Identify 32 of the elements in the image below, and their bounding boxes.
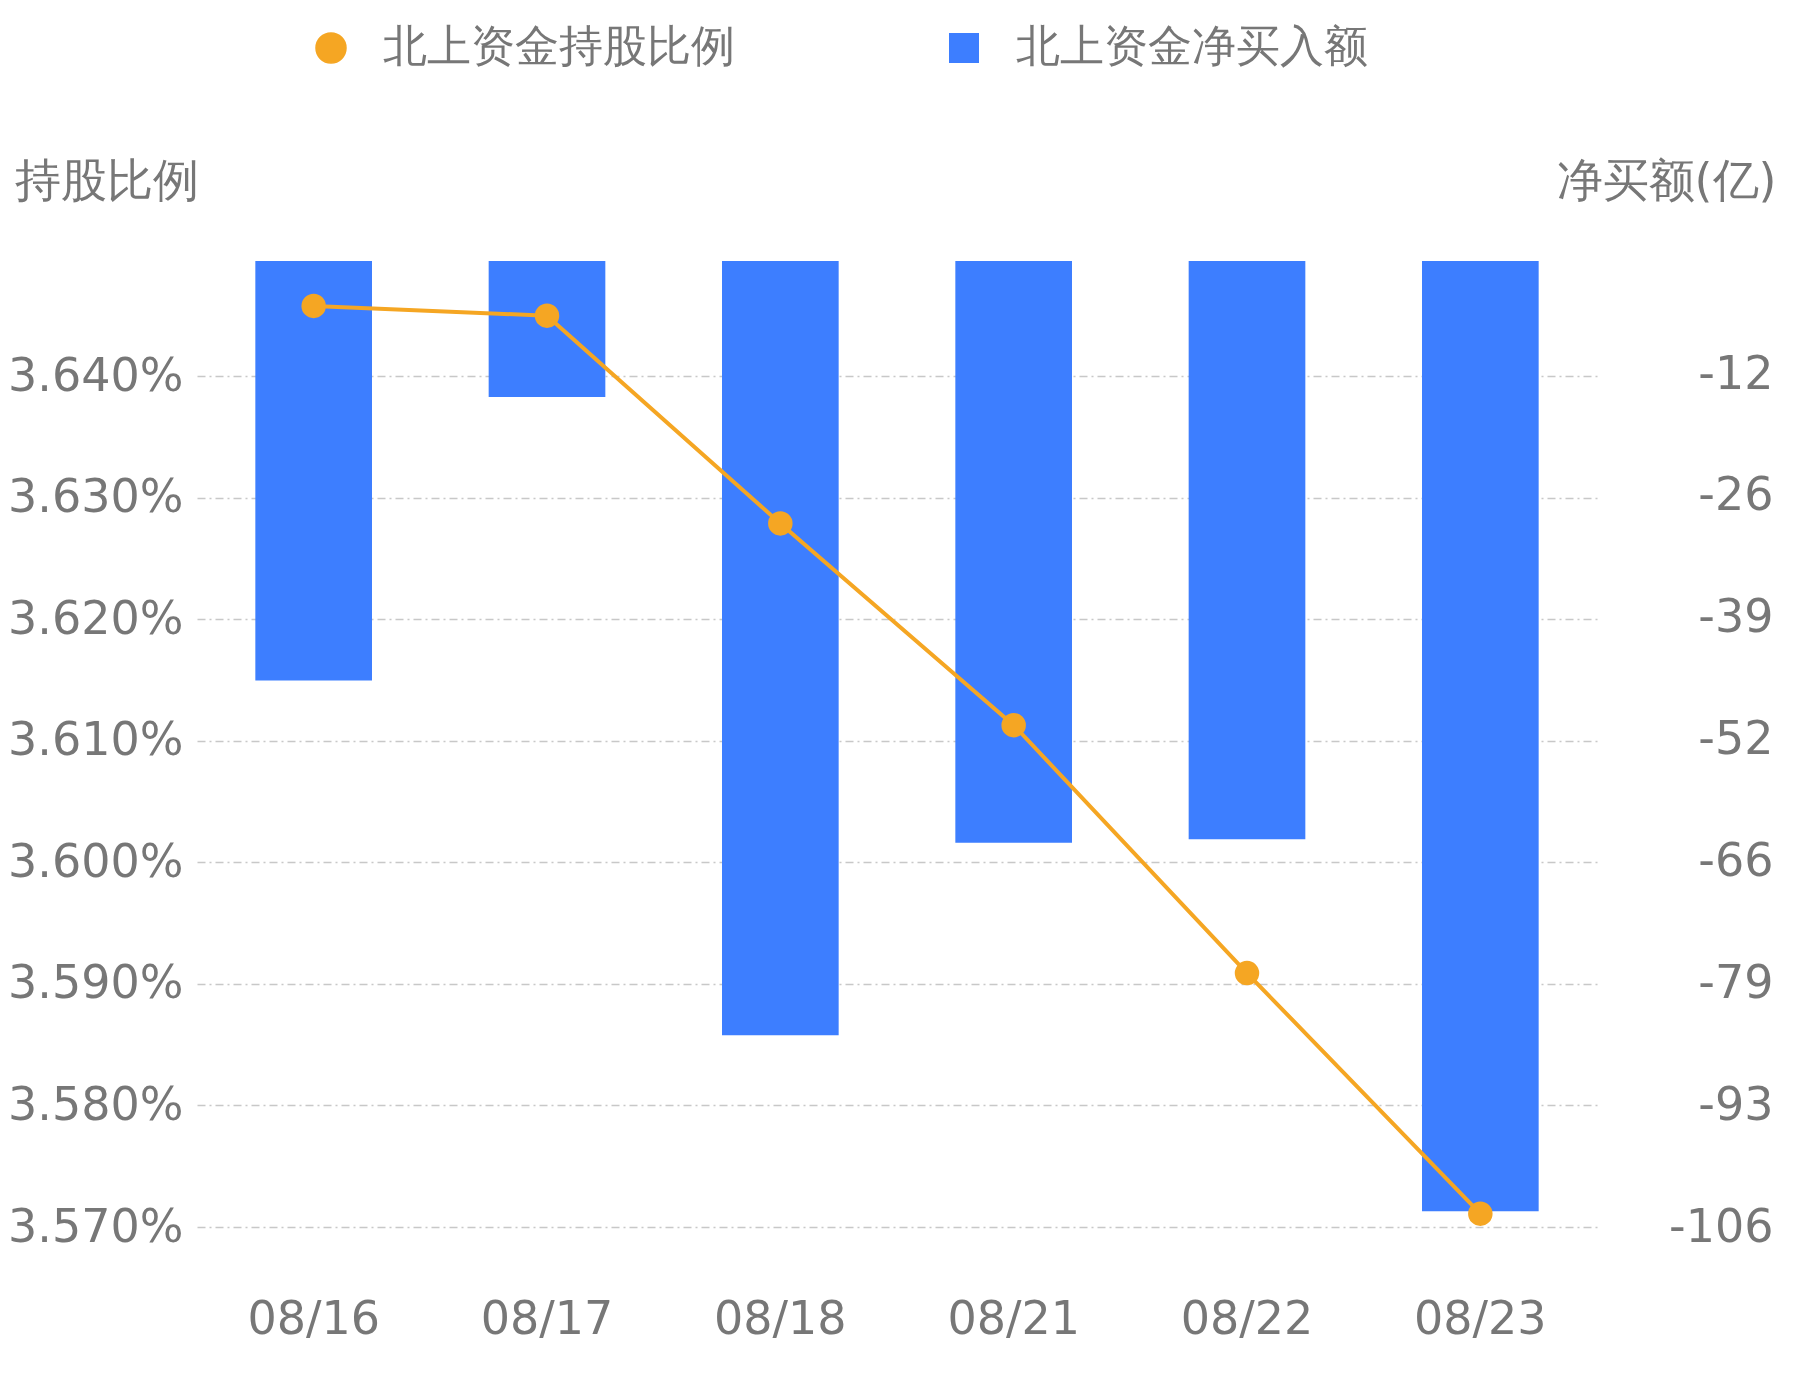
legend-label: 北上资金净买入额 bbox=[1016, 20, 1368, 71]
point bbox=[534, 303, 560, 328]
y-tick-label: 3.610% bbox=[8, 712, 184, 767]
y2-tick-label: -52 bbox=[1698, 711, 1774, 766]
point bbox=[1468, 1201, 1493, 1226]
y2-tick-label: -66 bbox=[1698, 832, 1774, 887]
y2-tick-label: -39 bbox=[1698, 589, 1774, 644]
x-tick-label: 08/17 bbox=[480, 1290, 614, 1345]
point bbox=[768, 511, 793, 536]
x-tick-label: 08/16 bbox=[247, 1290, 380, 1345]
y2-tick-label: -93 bbox=[1698, 1076, 1774, 1131]
y-axis-title: 持股比例 bbox=[14, 152, 199, 207]
y-tick-label: 3.600% bbox=[8, 833, 184, 888]
y-tick-label: 3.640% bbox=[8, 347, 184, 402]
legend-label: 北上资金持股比例 bbox=[383, 20, 735, 71]
x-tick-label: 08/18 bbox=[714, 1290, 847, 1345]
y2-tick-label: -12 bbox=[1698, 345, 1774, 400]
y-tick-label: 3.630% bbox=[8, 469, 184, 524]
y2-tick-label: -26 bbox=[1698, 467, 1774, 522]
x-tick-label: 08/23 bbox=[1414, 1290, 1547, 1345]
y2-tick-label: -106 bbox=[1669, 1198, 1774, 1253]
point bbox=[1234, 960, 1260, 986]
x-tick-label: 08/22 bbox=[1180, 1290, 1314, 1345]
point bbox=[301, 293, 326, 319]
y2-axis-title: 净买额(亿) bbox=[1556, 152, 1777, 207]
point bbox=[1001, 712, 1026, 738]
y2-tick-label: -79 bbox=[1698, 954, 1774, 1009]
y-tick-label: 3.580% bbox=[8, 1076, 184, 1131]
y-tick-label: 3.620% bbox=[8, 590, 184, 645]
y-tick-label: 3.590% bbox=[8, 955, 184, 1010]
y-tick-label: 3.570% bbox=[8, 1198, 184, 1253]
x-tick-label: 08/21 bbox=[947, 1290, 1080, 1345]
